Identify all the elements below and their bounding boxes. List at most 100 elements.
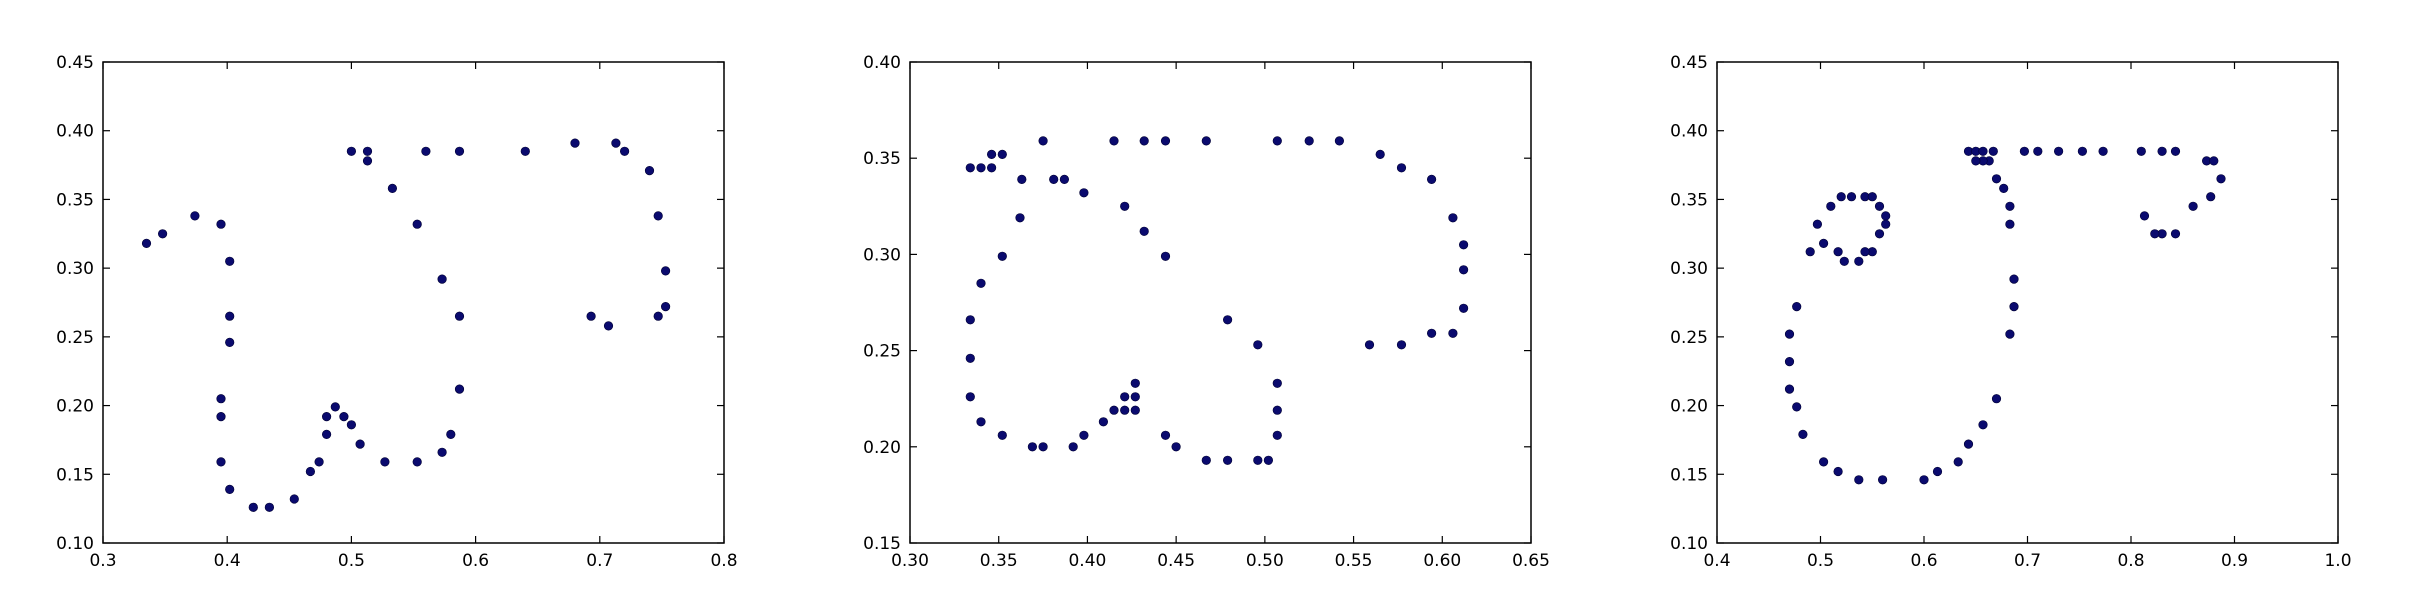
data-point [2033,146,2043,156]
data-point [660,302,671,312]
data-point [2019,146,2029,156]
data-point [1272,430,1282,440]
data-point [653,311,663,321]
data-point [1826,201,1836,211]
data-point [1109,136,1119,146]
data-point [1991,394,2002,404]
x-tick-label: 0.35 [980,551,1018,571]
data-point [322,429,332,440]
data-point [1854,256,1864,266]
y-tick-label: 0.40 [1670,122,1708,142]
y-tick-label: 0.25 [863,342,901,362]
data-point [520,146,530,156]
data-point [1120,201,1130,211]
data-point [1272,405,1282,415]
data-point [2150,229,2160,239]
y-tick-label: 0.20 [1670,397,1708,417]
data-point [1978,420,1988,430]
data-point [1059,174,1069,184]
x-tick-label: 0.5 [1807,551,1834,571]
data-point [2009,274,2019,284]
data-point [965,163,975,173]
data-point [976,417,986,427]
data-point [387,183,398,193]
data-point [2157,146,2167,156]
data-point [1458,265,1469,275]
data-point [2098,146,2108,156]
data-point [1805,247,1815,257]
data-point [1877,475,1888,485]
x-tick-label: 0.5 [338,551,365,571]
data-point [1160,251,1171,261]
x-tick-label: 1.0 [2324,551,2351,571]
data-point [965,315,975,325]
data-point [322,412,332,422]
data-point [1784,384,1795,394]
x-tick-label: 0.40 [1068,551,1106,571]
data-point [1375,149,1385,159]
x-tick-label: 0.30 [891,551,929,571]
y-tick-label: 0.40 [56,122,94,142]
data-point [1139,226,1149,236]
data-point [362,146,373,156]
x-tick-label: 0.7 [2014,551,2041,571]
data-point [1253,340,1263,350]
data-point [437,274,447,284]
data-point [1932,466,1943,477]
data-point [2170,146,2181,156]
data-point [412,457,422,467]
data-point [997,430,1007,440]
data-point [997,251,1007,261]
data-point [1109,405,1119,415]
data-point [997,149,1007,159]
data-point [1038,442,1048,452]
data-point [454,146,465,156]
data-point [1160,136,1171,146]
data-point [216,219,226,229]
data-point [1364,340,1375,350]
x-tick-label: 0.8 [2117,551,2144,571]
data-point [1015,213,1025,223]
data-point [1458,240,1469,250]
data-point [619,146,630,156]
data-point [346,146,357,156]
data-point [2170,229,2181,239]
x-tick-label: 0.3 [89,551,116,571]
data-point [248,502,258,512]
data-point [976,163,986,173]
x-tick-label: 0.50 [1246,551,1284,571]
data-point [1222,315,1233,325]
data-point [216,457,226,467]
x-tick-label: 0.45 [1157,551,1195,571]
y-tick-label: 0.10 [1670,534,1708,554]
data-point [314,457,324,467]
data-point [1426,174,1437,184]
data-point [339,412,349,422]
data-point [1836,192,1846,202]
data-point [1017,174,1027,184]
y-tick-label: 0.40 [863,53,901,73]
data-point [1038,136,1048,146]
x-tick-label: 0.4 [214,551,241,571]
data-point [2009,302,2019,312]
data-point [2139,211,2150,221]
data-point [2188,201,2198,211]
data-point [1253,455,1263,465]
plot-frame [1716,61,2339,544]
data-point [446,429,456,440]
data-point [1971,156,1981,166]
data-point [1130,392,1140,402]
data-point [362,156,373,166]
y-tick-label: 0.35 [1670,190,1708,210]
data-point [1874,201,1885,211]
data-point [653,211,663,221]
x-tick-label: 0.6 [1910,551,1937,571]
data-point [1999,183,2009,193]
y-tick-label: 0.30 [863,245,901,265]
data-point [1201,455,1211,465]
data-point [986,149,997,159]
data-point [1334,136,1344,146]
data-point [1854,475,1864,485]
data-point [216,394,226,404]
data-point [190,211,200,221]
